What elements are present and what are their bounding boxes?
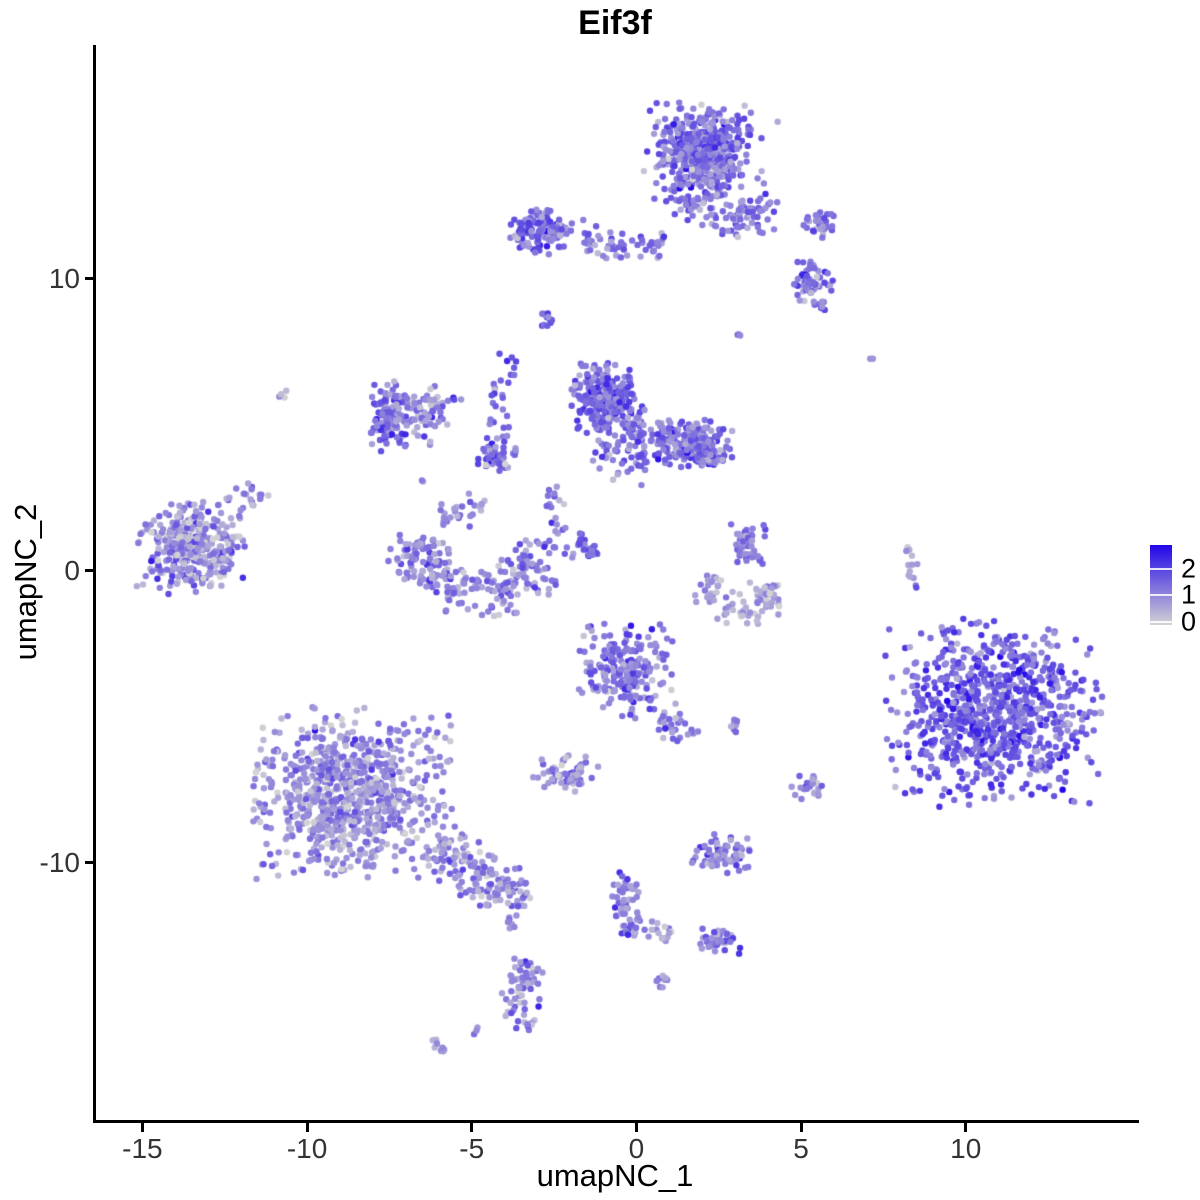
y-tick-mark xyxy=(85,277,94,281)
x-tick-mark xyxy=(799,1123,803,1132)
legend-label: 1 xyxy=(1181,579,1197,610)
legend-label: 2 xyxy=(1181,553,1197,584)
x-tick-label: -10 xyxy=(286,1133,328,1164)
x-axis-title: umapNC_1 xyxy=(536,1158,694,1193)
y-tick-label: 10 xyxy=(48,262,80,294)
x-tick-mark xyxy=(964,1123,968,1132)
x-tick-mark xyxy=(470,1123,474,1132)
x-tick-label: 5 xyxy=(793,1133,809,1164)
x-tick-mark xyxy=(634,1123,638,1132)
legend-tick-mark xyxy=(1150,567,1172,570)
x-tick-label: -5 xyxy=(459,1133,485,1164)
legend-label: 0 xyxy=(1181,606,1197,637)
x-tick-label: 10 xyxy=(950,1133,982,1164)
y-tick-label: 0 xyxy=(64,554,80,586)
x-tick-mark xyxy=(140,1123,144,1132)
y-tick-mark xyxy=(85,569,94,573)
legend-tick-mark xyxy=(1150,621,1172,624)
y-axis-line xyxy=(93,45,96,1123)
legend-tick-mark xyxy=(1150,594,1172,597)
x-tick-mark xyxy=(305,1123,309,1132)
y-tick-mark xyxy=(85,861,94,865)
y-tick-label: -10 xyxy=(39,846,80,878)
x-tick-label: -15 xyxy=(122,1133,163,1164)
x-axis-line xyxy=(93,1120,1139,1123)
x-tick-label: 0 xyxy=(628,1133,645,1164)
legend-gradient-bar xyxy=(1150,545,1172,625)
